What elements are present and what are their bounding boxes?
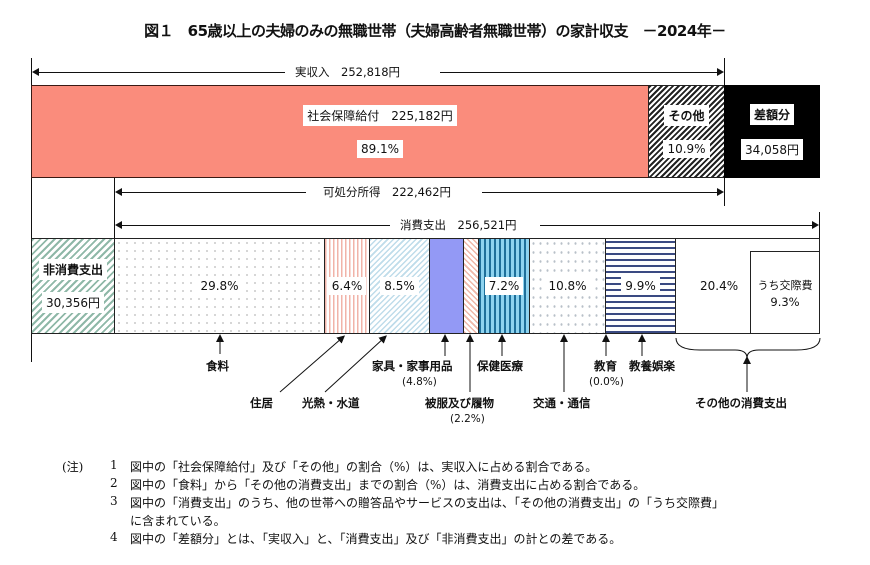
callout-transport: 交通・通信 — [533, 396, 591, 410]
note-item: 1 図中の「社会保障給付」及び「その他」の割合（%）は、実収入に占める割合である… — [110, 458, 724, 476]
non-consumption-value: 30,356円 — [42, 292, 104, 313]
consumption-right-tick — [819, 212, 820, 240]
other-income-segment: その他 10.9% — [648, 85, 725, 178]
callout-clothing: 被服及び履物 — [425, 396, 494, 410]
callout-other-consumption: その他の消費支出 — [695, 396, 787, 410]
income-right-tick — [724, 58, 725, 86]
social-expense-label: うち交際費 — [757, 278, 813, 292]
segment-food-pct: 29.8% — [196, 277, 243, 295]
social-security-segment: 社会保障給付 225,182円 89.1% — [31, 85, 649, 178]
surplus-label: 差額分 — [749, 103, 794, 125]
disposable-right-tick — [724, 178, 725, 206]
note-item: 2 図中の「食料」から「その他の消費支出」までの割合（%）は、消費支出に占める割… — [110, 476, 724, 494]
segment-other-consumption-pct: 20.4% — [696, 277, 743, 295]
note-item: 3 図中の「消費支出」のうち、他の世帯への贈答品やサービスの支出は、「その他の消… — [110, 494, 724, 512]
segment-medical: 7.2% — [478, 238, 530, 334]
social-security-label: 社会保障給付 225,182円 — [303, 105, 457, 126]
note-item: に含まれている。 — [110, 512, 724, 530]
segment-housing-pct: 6.4% — [327, 277, 367, 295]
callout-furniture: 家具・家事用品 — [372, 359, 453, 373]
segment-medical-pct: 7.2% — [484, 277, 524, 295]
non-consumption-label: 非消費支出 — [38, 259, 107, 280]
consumption-arrow-line-left — [118, 225, 390, 226]
segment-utilities-pct: 8.5% — [380, 277, 419, 295]
segment-clothing — [463, 238, 479, 334]
disposable-arrow-line-left — [118, 192, 306, 193]
note-text: 図中の「消費支出」のうち、他の世帯への贈答品やサービスの支出は、「その他の消費支… — [130, 496, 725, 510]
income-left-tick — [31, 58, 32, 86]
disposable-arrow-line-right — [482, 192, 718, 193]
arrow-right-icon — [717, 68, 724, 76]
segment-culture: 9.9% — [605, 238, 676, 334]
figure-title: 図１ 65歳以上の夫婦のみの無職世帯（夫婦高齢者無職世帯）の家計収支 －2024… — [144, 22, 726, 40]
notes-list: 1 図中の「社会保障給付」及び「その他」の割合（%）は、実収入に占める割合である… — [110, 458, 724, 548]
callout-education: 教育 — [594, 359, 617, 373]
callout-furniture-pct: (4.8%) — [402, 376, 437, 388]
segment-utilities: 8.5% — [369, 238, 430, 334]
frame-bottom-left-line — [31, 334, 32, 362]
callout-culture: 教養娯楽 — [629, 359, 675, 373]
note-number: 1 — [110, 458, 118, 472]
note-number: 4 — [110, 530, 118, 544]
note-text: 図中の「社会保障給付」及び「その他」の割合（%）は、実収入に占める割合である。 — [130, 460, 598, 474]
callout-food: 食料 — [206, 359, 229, 373]
segment-transport-pct: 10.8% — [544, 277, 591, 295]
note-number — [110, 512, 130, 530]
social-expense-pct: 9.3% — [770, 294, 800, 309]
arrow-right-icon — [812, 221, 819, 229]
other-income-label: その他 — [664, 105, 709, 126]
arrow-right-icon — [717, 188, 724, 196]
disposable-left-tick — [114, 178, 115, 240]
callout-utilities: 光熱・水道 — [302, 396, 360, 410]
non-consumption-segment: 非消費支出 30,356円 — [31, 238, 115, 334]
surplus-segment: 差額分 34,058円 — [724, 85, 820, 178]
note-number: 2 — [110, 476, 118, 490]
segment-housing: 6.4% — [324, 238, 370, 334]
segment-food: 29.8% — [114, 238, 325, 334]
income-arrow-line-left — [35, 72, 285, 73]
social-expense-box: うち交際費 9.3% — [750, 251, 820, 334]
note-text: 図中の「差額分」とは、「実収入」と、「消費支出」及び「非消費支出」の計との差であ… — [130, 532, 622, 546]
note-text: 図中の「食料」から「その他の消費支出」までの割合（%）は、消費支出に占める割合で… — [130, 478, 646, 492]
consumption-label: 消費支出 256,521円 — [400, 218, 517, 232]
callout-arrows — [216, 334, 821, 393]
arrow-left-icon — [32, 68, 39, 76]
callout-medical: 保健医療 — [477, 359, 523, 373]
callout-clothing-pct: (2.2%) — [450, 413, 485, 425]
surplus-value: 34,058円 — [741, 138, 803, 160]
segment-furniture — [429, 238, 464, 334]
note-text: に含まれている。 — [130, 514, 226, 528]
segment-transport: 10.8% — [529, 238, 606, 334]
disposable-income-label: 可処分所得 222,462円 — [323, 185, 452, 199]
consumption-arrow-line-right — [540, 225, 813, 226]
notes-heading: (注) — [62, 460, 84, 474]
note-number: 3 — [110, 494, 118, 508]
other-income-pct: 10.9% — [663, 140, 710, 158]
frame-left-line — [31, 178, 32, 240]
social-security-pct: 89.1% — [356, 140, 404, 158]
segment-culture-pct: 9.9% — [621, 277, 660, 295]
actual-income-label: 実収入 252,818円 — [295, 65, 401, 79]
callout-education-pct: (0.0%) — [589, 376, 624, 388]
note-item: 4 図中の「差額分」とは、「実収入」と、「消費支出」及び「非消費支出」の計との差… — [110, 530, 724, 548]
income-arrow-line-right — [440, 72, 718, 73]
callout-housing: 住居 — [250, 396, 273, 410]
